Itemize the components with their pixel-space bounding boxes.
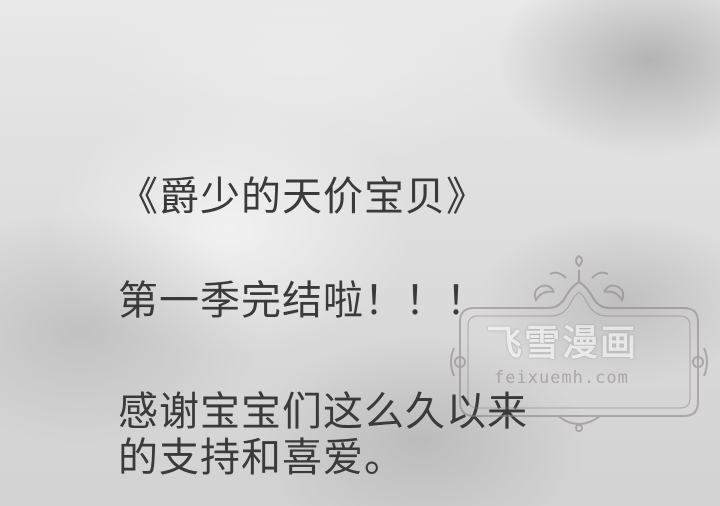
- season-end-announcement: 第一季完结啦！！！: [118, 278, 487, 324]
- site-watermark: 飞雪漫画 feixuemh.com: [448, 252, 710, 442]
- comic-title: 《爵少的天价宝贝》: [118, 174, 487, 220]
- watermark-site-name: 飞雪漫画: [486, 323, 639, 364]
- watermark-site-url: feixuemh.com: [494, 368, 629, 388]
- thanks-message-line-1: 感谢宝宝们这么久以来: [118, 389, 528, 435]
- watermark-frame-icon: [450, 254, 708, 432]
- thanks-message-line-2: 的支持和喜爱。: [118, 435, 405, 481]
